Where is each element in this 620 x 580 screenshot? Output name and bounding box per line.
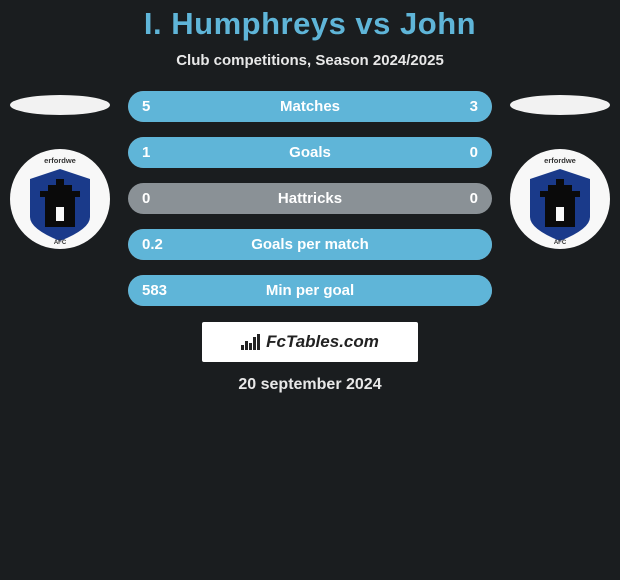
stat-value-left: 5 — [142, 98, 150, 115]
crest-icon: erfordwe AFC — [10, 149, 110, 249]
stat-label: Goals — [289, 144, 331, 161]
stat-bar: 1 Goals 0 — [128, 137, 492, 168]
player-right-column: erfordwe AFC — [508, 91, 612, 249]
stat-value-left: 0 — [142, 190, 150, 207]
svg-text:erfordwe: erfordwe — [544, 156, 576, 165]
player-photo-placeholder-left — [10, 95, 110, 115]
stats-column: 5 Matches 3 1 Goals 0 0 Hattricks 0 0.2 Goals per … — [112, 91, 508, 306]
stat-label: Goals per match — [251, 236, 369, 253]
stat-label: Matches — [280, 98, 340, 115]
player-photo-placeholder-right — [510, 95, 610, 115]
stat-label: Hattricks — [278, 190, 342, 207]
svg-text:AFC: AFC — [554, 240, 567, 246]
brand-logo[interactable]: FcTables.com — [202, 322, 418, 362]
player-left-column: erfordwe AFC — [8, 91, 112, 249]
stat-bar: 5 Matches 3 — [128, 91, 492, 122]
stat-bar: 0 Hattricks 0 — [128, 183, 492, 214]
stat-bar: 583 Min per goal — [128, 275, 492, 306]
chart-icon — [241, 334, 260, 350]
stat-label: Min per goal — [266, 282, 354, 299]
stat-value-left: 0.2 — [142, 236, 163, 253]
stat-bar: 0.2 Goals per match — [128, 229, 492, 260]
stat-value-right: 0 — [470, 144, 478, 161]
svg-text:erfordwe: erfordwe — [44, 156, 76, 165]
club-crest-left: erfordwe AFC — [10, 149, 110, 249]
stat-value-left: 1 — [142, 144, 150, 161]
footer-date: 20 september 2024 — [0, 376, 620, 394]
page-title: I. Humphreys vs John — [0, 6, 620, 42]
club-crest-right: erfordwe AFC — [510, 149, 610, 249]
subtitle: Club competitions, Season 2024/2025 — [0, 52, 620, 69]
brand-text: FcTables.com — [266, 332, 379, 352]
stat-value-right: 3 — [470, 98, 478, 115]
main-row: erfordwe AFC 5Matches31Goals00Hattricks0… — [0, 91, 620, 306]
stat-fill-right — [426, 137, 492, 168]
stat-value-right: 0 — [470, 190, 478, 207]
stat-value-left: 583 — [142, 282, 167, 299]
stat-fill-left — [128, 137, 426, 168]
svg-text:AFC: AFC — [54, 240, 67, 246]
crest-icon: erfordwe AFC — [510, 149, 610, 249]
comparison-card: I. Humphreys vs John Club competitions, … — [0, 0, 620, 394]
